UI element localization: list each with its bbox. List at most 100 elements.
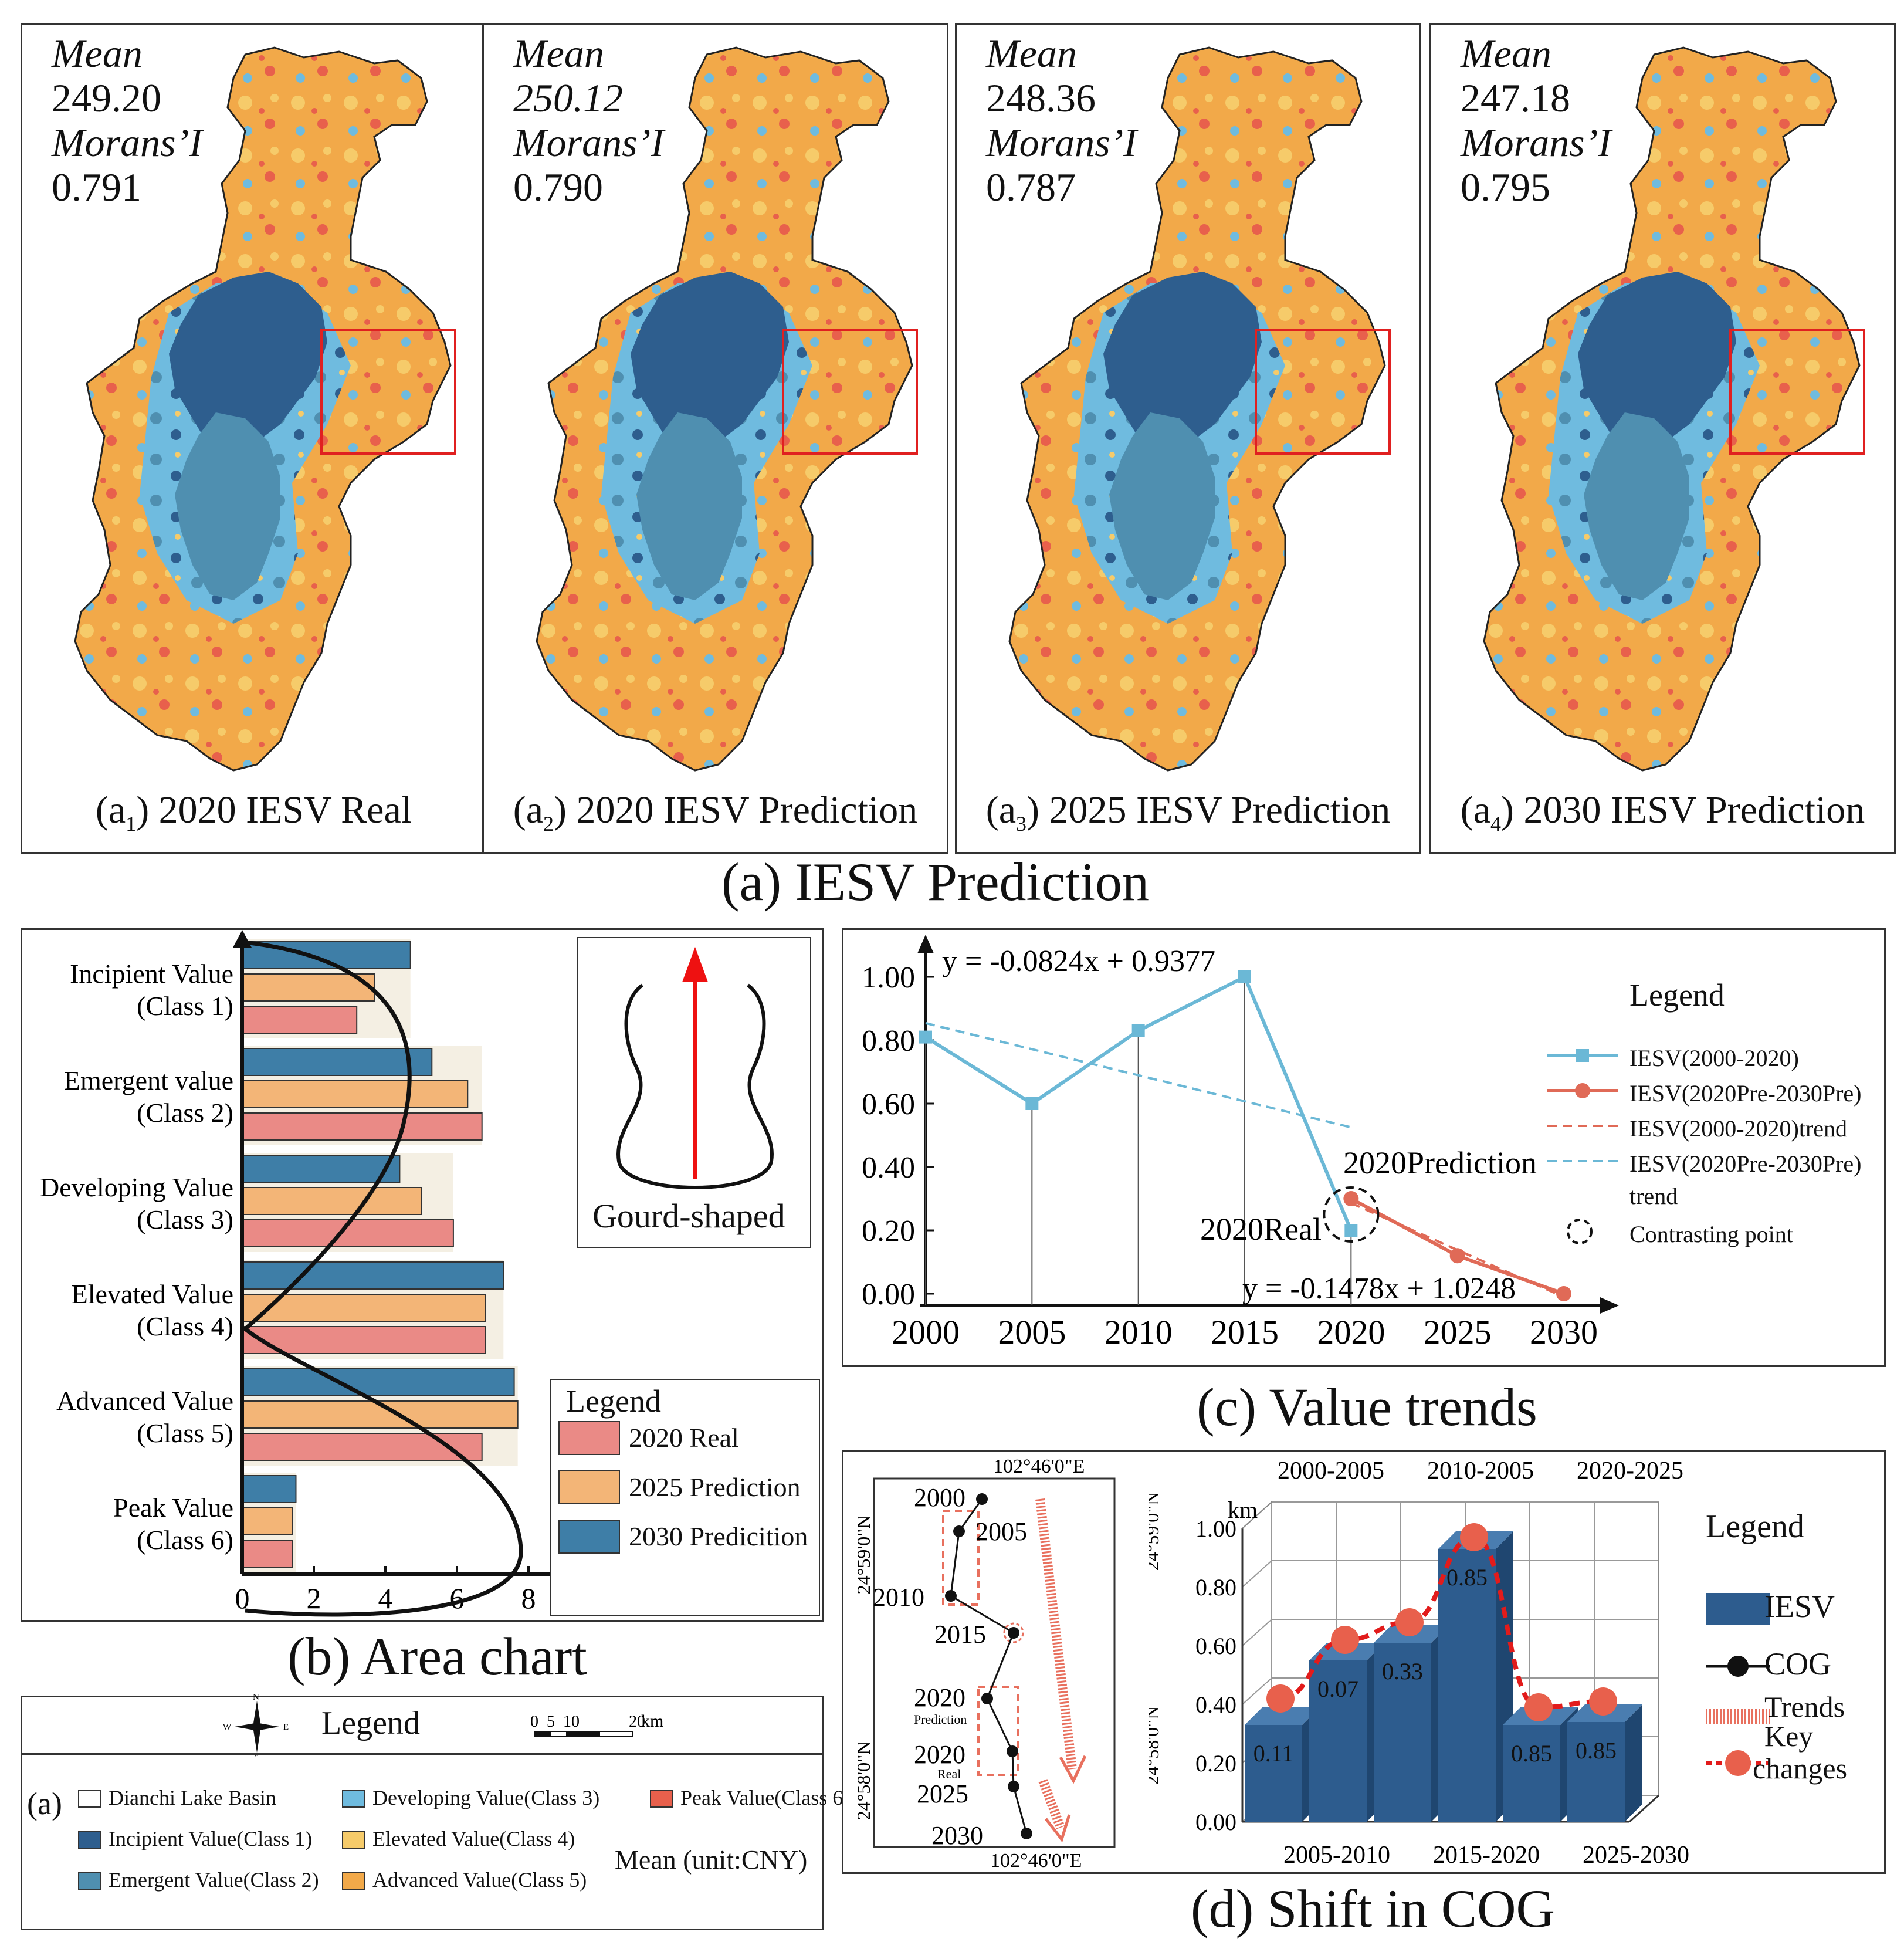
- area-bar: [242, 1155, 401, 1183]
- cog-legend-key: [1706, 1656, 1770, 1677]
- cog-bar: [1503, 1725, 1560, 1822]
- value-trends-chart: 0.00 0.20 0.40 0.60 0.80 1.00 2000 2005 2010 2015…: [862, 935, 1619, 1351]
- trend-legend-label: IESV(2000-2020): [1629, 1045, 1799, 1071]
- highlight-box: [782, 329, 918, 455]
- moran-label: Morans’I: [52, 120, 202, 165]
- trend-legend-label: Contrasting point: [1629, 1221, 1793, 1247]
- series-point: [1131, 1024, 1145, 1037]
- cog-top-axis-label: 2000-2005: [1278, 1457, 1384, 1484]
- trend-x-tick: 2010: [1105, 1313, 1173, 1351]
- cog-point: [1008, 1627, 1019, 1639]
- caption-sub: 4: [1490, 812, 1502, 836]
- cog-point: [1008, 1781, 1019, 1792]
- basin-map: [1008, 46, 1391, 772]
- cog-point-label: 2015: [934, 1620, 986, 1649]
- trend-legend-label: trend: [1629, 1183, 1678, 1209]
- area-x-tick: 8: [521, 1582, 536, 1615]
- map-panel: Mean 249.20 Morans’I 0.791 (a1) 2020 IESV Re…: [21, 23, 487, 854]
- cog-bottom-axis-label: 2005-2010: [1283, 1842, 1390, 1869]
- area-bar: [242, 1507, 293, 1535]
- moran-label: Morans’I: [986, 120, 1137, 165]
- series-point: [1449, 1248, 1465, 1264]
- category-class: (Class 4): [137, 1311, 233, 1341]
- cog-bar: [1567, 1722, 1625, 1822]
- cog-path-segment: [958, 1498, 983, 1532]
- cog-point-label: 2020: [914, 1740, 965, 1769]
- cog-bottom-lon: 102°46'0"E: [990, 1850, 1082, 1872]
- category-label: Advanced Value: [56, 1386, 233, 1416]
- cog-bar: [1309, 1660, 1367, 1822]
- trend-y-tick: 1.00: [862, 961, 915, 994]
- value-trends-panel: 0.00 0.20 0.40 0.60 0.80 1.00 2000 2005 2010 2015…: [842, 928, 1886, 1367]
- basin-map: [1483, 46, 1865, 772]
- annotation-real: 2020Real: [1200, 1212, 1322, 1247]
- map-legend-swatch: [342, 1831, 365, 1849]
- gourd-label: Gourd-shaped: [592, 1197, 785, 1235]
- key-change-marker: [1266, 1684, 1295, 1713]
- caption-sub: 3: [1016, 812, 1027, 836]
- cog-bar-label: 0.85: [1446, 1564, 1488, 1591]
- map-caption: (a4) 2030 IESV Prediction: [1431, 788, 1894, 836]
- mean-value: 247.18: [1461, 76, 1570, 120]
- area-x-tick: 4: [378, 1582, 393, 1615]
- trend-y-tick: 0.60: [862, 1088, 915, 1121]
- cog-legend-label: Trends: [1764, 1690, 1845, 1723]
- area-bar: [242, 1187, 422, 1215]
- trend-arrow-2: [1038, 1779, 1065, 1829]
- trend-legend-key: [1547, 1160, 1618, 1162]
- scale-tick: 5: [547, 1713, 555, 1731]
- gourd-outline-curve: [239, 939, 523, 1617]
- map-caption: (a1) 2020 IESV Real: [22, 788, 485, 836]
- trend-y-tick: 0.00: [862, 1278, 915, 1311]
- caption-prefix: (a: [513, 789, 544, 831]
- cog-path-segment: [950, 1595, 1014, 1634]
- gourd-arrow-head: [682, 947, 708, 982]
- trend-legend-key: [1547, 1125, 1618, 1127]
- cog-right-lat: 24°59'0"N: [1149, 1492, 1163, 1571]
- cog-point-label: 2010: [873, 1583, 924, 1612]
- area-legend-label: 2020 Real: [629, 1423, 739, 1453]
- cog-bar-label: 0.07: [1317, 1676, 1358, 1702]
- cog-legend-key: [1706, 1750, 1770, 1776]
- map-legend-swatch: [342, 1872, 365, 1890]
- trend-x-tick: 2000: [892, 1313, 960, 1351]
- cog-right-lat: 24°58'0"N: [1149, 1706, 1163, 1785]
- moran-value: 0.790: [513, 165, 603, 209]
- cog-legend-label: IESV: [1764, 1589, 1835, 1624]
- cog-y-tick: 0.20: [1195, 1750, 1236, 1777]
- area-legend-label: 2025 Prediction: [629, 1472, 801, 1502]
- cog-path-segment: [1012, 1786, 1028, 1834]
- area-bar: [242, 1475, 297, 1503]
- cog-legend-label: Key: [1764, 1720, 1814, 1753]
- scale-tick: 0: [530, 1713, 538, 1731]
- area-x-tick: 6: [450, 1582, 465, 1615]
- map-legend-label: Peak Value(Class 6): [680, 1786, 851, 1809]
- caption-sub: 1: [126, 812, 137, 836]
- area-x-tick: 2: [307, 1582, 321, 1615]
- map-legend-label: Advanced Value(Class 5): [372, 1868, 587, 1892]
- cog-bar: [1245, 1725, 1302, 1822]
- compass-n: N: [253, 1693, 259, 1702]
- trend-y-tick: 0.80: [862, 1024, 915, 1058]
- contrasting-point-circle: [1323, 1186, 1380, 1243]
- annotation-prediction: 2020Prediction: [1343, 1145, 1537, 1180]
- map-stats: Mean 250.12 Morans’I 0.790: [513, 31, 664, 209]
- map-legend-tag: (a): [27, 1786, 62, 1821]
- trend-y-tick: 0.20: [862, 1214, 915, 1248]
- series-point: [1238, 970, 1251, 983]
- area-legend-label: 2030 Predicition: [629, 1521, 808, 1551]
- area-bar: [242, 1326, 486, 1354]
- mean-label: Mean: [513, 31, 604, 76]
- category-class: (Class 3): [137, 1205, 233, 1234]
- area-bar: [242, 1006, 358, 1034]
- map-legend-label: Emergent Value(Class 2): [109, 1868, 319, 1892]
- key-change-marker: [1395, 1608, 1424, 1636]
- area-bar: [242, 973, 375, 1002]
- mean-label: Mean: [1461, 31, 1551, 76]
- moran-label: Morans’I: [1461, 120, 1611, 165]
- cog-path-segment: [1011, 1751, 1015, 1787]
- area-chart: Incipient Value(Class 1)Emergent value(C…: [40, 930, 793, 1617]
- cog-path-segment: [950, 1531, 960, 1596]
- area-bar: [242, 1433, 483, 1461]
